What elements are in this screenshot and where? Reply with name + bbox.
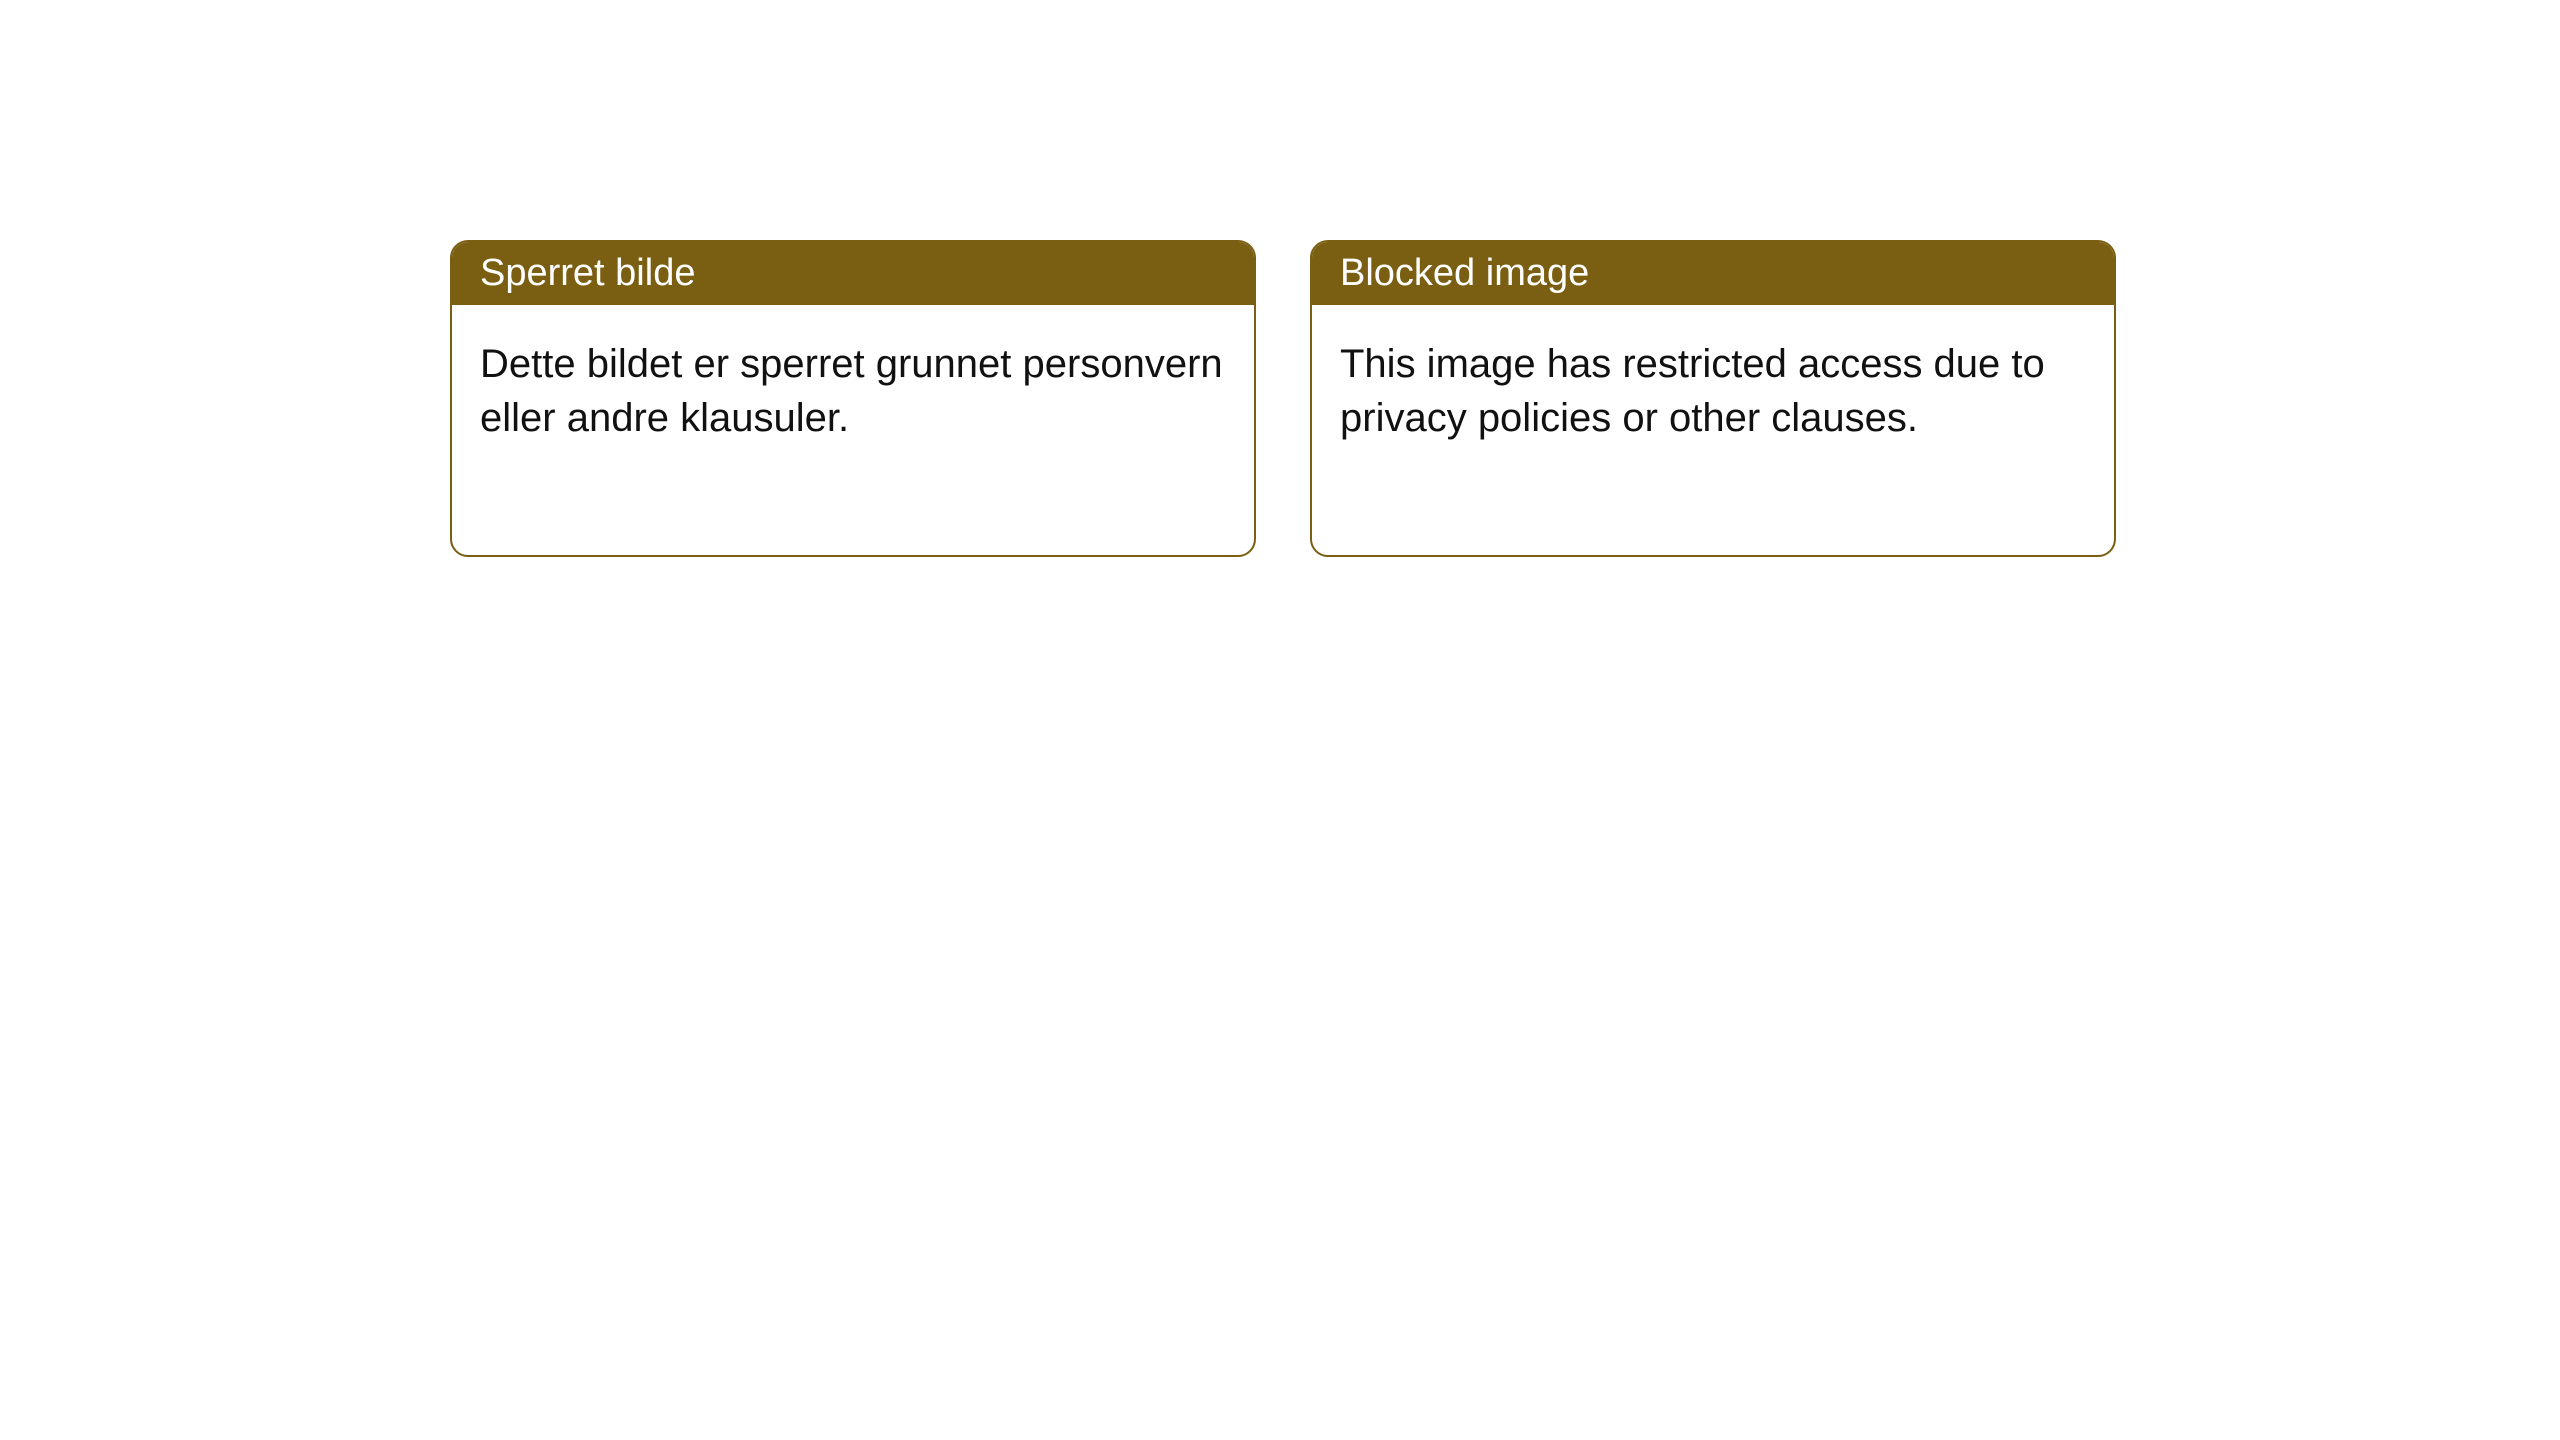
notice-header-no: Sperret bilde	[452, 242, 1254, 305]
notice-header-en: Blocked image	[1312, 242, 2114, 305]
notice-container: Sperret bilde Dette bildet er sperret gr…	[450, 240, 2116, 557]
notice-card-no: Sperret bilde Dette bildet er sperret gr…	[450, 240, 1256, 557]
notice-body-en: This image has restricted access due to …	[1312, 305, 2114, 555]
notice-body-no: Dette bildet er sperret grunnet personve…	[452, 305, 1254, 555]
notice-card-en: Blocked image This image has restricted …	[1310, 240, 2116, 557]
